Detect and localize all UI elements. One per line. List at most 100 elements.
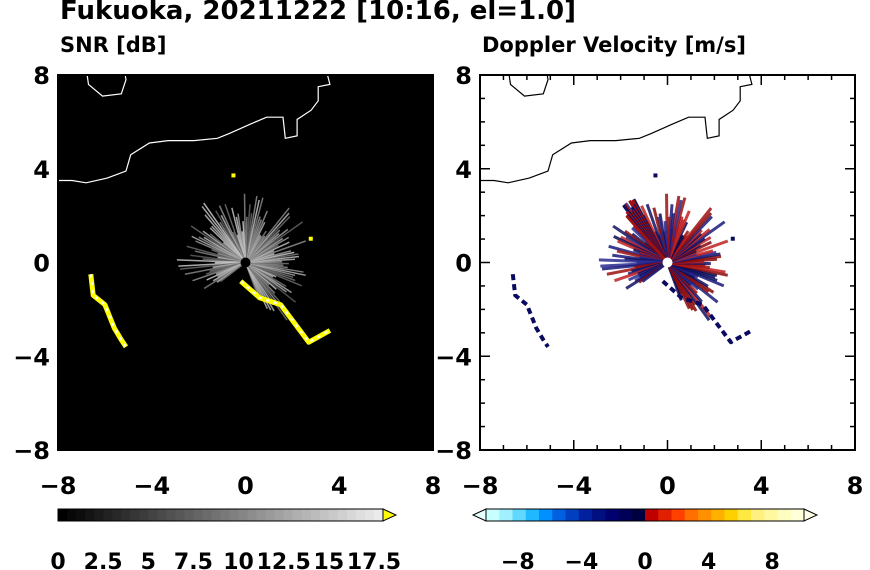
- doppler-x-tick-label: 8: [847, 472, 864, 500]
- snr-colorbar-segment: [148, 509, 158, 521]
- doppler-colorbar-segment: [631, 509, 646, 521]
- snr-colorbar-segment: [229, 509, 240, 521]
- snr-colorbar-segment: [337, 509, 348, 521]
- snr-x-tick-label: 8: [425, 472, 442, 500]
- snr-x-tick-label: −8: [40, 472, 77, 500]
- doppler-isolated-echo: [653, 173, 658, 178]
- doppler-colorbar-segment: [525, 509, 540, 521]
- doppler-colorbar-tick-label: −8: [501, 550, 535, 570]
- snr-colorbar-segment: [58, 509, 68, 521]
- snr-coastline-main: [58, 75, 345, 184]
- doppler-isolated-echo: [730, 236, 735, 241]
- snr-colorbar-segment: [193, 509, 203, 521]
- doppler-y-tick-label: −8: [435, 437, 472, 465]
- snr-colorbar-segment: [274, 509, 285, 521]
- doppler-coastline-echoes: [510, 173, 753, 349]
- snr-panel-title: SNR [dB]: [60, 33, 167, 57]
- doppler-colorbar-segment: [711, 509, 725, 521]
- snr-colorbar-segment: [112, 509, 122, 521]
- doppler-y-tick-label: −4: [435, 343, 472, 371]
- snr-coastline-echoes: [88, 173, 332, 349]
- snr-isolated-echo: [308, 236, 313, 241]
- snr-panel: −8 8 −4 4 0 0 4 −4 8 −8: [13, 62, 441, 500]
- snr-colorbar-segment: [139, 509, 149, 521]
- doppler-colorbar-extend-max: [803, 508, 819, 522]
- doppler-y-tick-label: 8: [455, 62, 472, 90]
- doppler-beam: [641, 261, 669, 283]
- doppler-colorbar-segment: [790, 509, 805, 521]
- snr-colorbar-segment: [265, 509, 276, 521]
- doppler-panel: −8 8 −4 4 0 0 4 −4 8 −8: [435, 62, 863, 500]
- snr-colorbar-segment: [301, 509, 312, 521]
- doppler-colorbar-segment: [698, 509, 712, 521]
- snr-coastline-island: [86, 75, 127, 97]
- doppler-x-tick-label: 0: [659, 472, 676, 500]
- doppler-y-tick-label: 0: [455, 250, 472, 278]
- snr-colorbar-segment: [220, 509, 231, 521]
- snr-colorbar-segment: [130, 509, 140, 521]
- snr-colorbar-segment: [184, 509, 194, 521]
- snr-colorbar-segment: [292, 509, 303, 521]
- doppler-colorbar-segment: [764, 509, 778, 521]
- doppler-coastline-main: [480, 75, 767, 184]
- snr-colorbar-tick-label: 0: [50, 550, 65, 570]
- doppler-colorbar-segment: [684, 509, 699, 521]
- doppler-colorbar-segment: [671, 509, 686, 521]
- snr-colorbar-segment: [67, 509, 77, 521]
- snr-y-tick-label: 0: [33, 250, 50, 278]
- doppler-x-tick-label: −4: [555, 472, 592, 500]
- snr-colorbar-tick-label: 5: [141, 550, 156, 570]
- snr-colorbar-tick-label: 10: [223, 550, 254, 570]
- snr-colorbar-segment: [364, 509, 375, 521]
- snr-colorbar-segment: [103, 509, 113, 521]
- snr-colorbar-segment: [373, 509, 384, 521]
- snr-isolated-echo: [231, 173, 236, 178]
- snr-colorbar: 0 2.5 5 7.5 10 12.5 15 17.5: [50, 508, 401, 570]
- snr-colorbar-segment: [256, 509, 267, 521]
- doppler-coastline-island: [508, 75, 549, 97]
- snr-colorbar-segment: [283, 509, 294, 521]
- snr-colorbar-tick-label: 17.5: [347, 550, 401, 570]
- snr-y-tick-label: −8: [13, 437, 50, 465]
- doppler-x-tick-label: 4: [753, 472, 770, 500]
- doppler-beam: [625, 214, 669, 264]
- snr-colorbar-extend-arrow: [382, 508, 398, 522]
- doppler-colorbar-tick-label: 8: [765, 550, 780, 570]
- snr-coastline: [58, 75, 345, 184]
- snr-colorbar-tick-label: 15: [314, 550, 345, 570]
- snr-beam: [220, 261, 246, 283]
- snr-colorbar-segment: [247, 509, 258, 521]
- snr-colorbar-segment: [310, 509, 321, 521]
- doppler-coastline: [480, 75, 767, 184]
- doppler-coastline-echo-east: [661, 279, 753, 345]
- doppler-colorbar-extend-min: [471, 508, 487, 522]
- doppler-velocity-fan: [598, 193, 729, 322]
- doppler-colorbar-segment: [592, 509, 606, 521]
- doppler-colorbar-segment: [512, 509, 527, 521]
- doppler-panel-title: Doppler Velocity [m/s]: [482, 33, 746, 57]
- snr-y-tick-label: 8: [33, 62, 50, 90]
- doppler-colorbar-segment: [737, 509, 752, 521]
- doppler-colorbar-segment: [565, 509, 580, 521]
- snr-y-tick-label: 4: [33, 156, 50, 184]
- snr-colorbar-segment: [121, 509, 131, 521]
- snr-colorbar-segment: [166, 509, 176, 521]
- doppler-colorbar-segment: [658, 509, 672, 521]
- doppler-x-tick-label: −8: [462, 472, 499, 500]
- snr-colorbar-segment: [238, 509, 249, 521]
- doppler-colorbar-tick-label: −4: [565, 550, 599, 570]
- snr-colorbar-segment: [94, 509, 104, 521]
- doppler-colorbar-segment: [552, 509, 566, 521]
- doppler-axis-ticks: −8 8 −4 4 0 0 4 −4 8 −8: [435, 62, 863, 500]
- snr-colorbar-segment: [319, 509, 330, 521]
- snr-axis-ticks: −8 8 −4 4 0 0 4 −4 8 −8: [13, 62, 441, 500]
- snr-colorbar-segment: [76, 509, 86, 521]
- snr-coastline-echo-west-core: [89, 274, 127, 348]
- snr-colorbar-frame: [57, 508, 384, 522]
- doppler-radar-center: [662, 257, 673, 268]
- snr-x-tick-label: 0: [237, 472, 254, 500]
- doppler-colorbar-segment: [777, 509, 792, 521]
- snr-colorbar-segment: [175, 509, 185, 521]
- doppler-colorbar-frame: [485, 508, 805, 522]
